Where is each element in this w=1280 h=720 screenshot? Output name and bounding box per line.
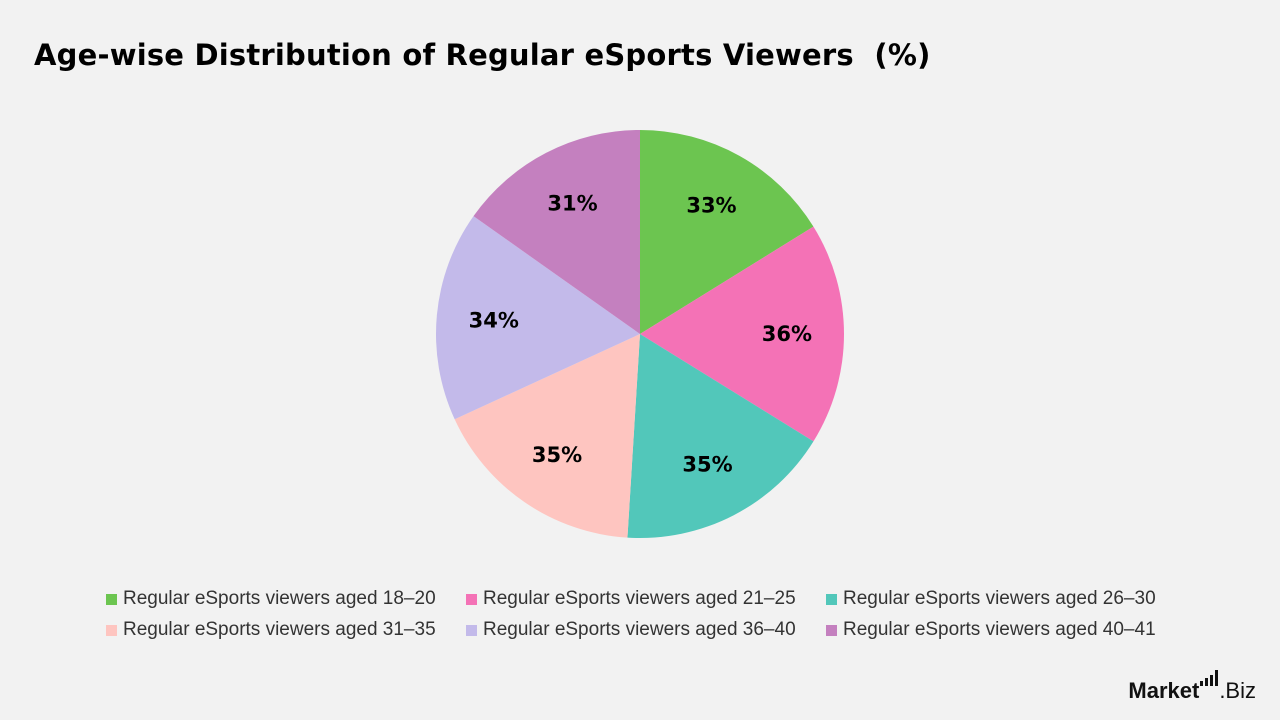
legend-label: Regular eSports viewers aged 26–30 xyxy=(843,588,1156,609)
slice-data-label: 31% xyxy=(547,192,597,216)
legend-item: Regular eSports viewers aged 26–30 xyxy=(826,588,1186,610)
slice-data-label: 35% xyxy=(532,443,582,467)
chart-legend: Regular eSports viewers aged 18–20 Regula… xyxy=(106,588,1206,641)
legend-item: Regular eSports viewers aged 40–41 xyxy=(826,619,1186,641)
brand-logo: Market .Biz xyxy=(1128,670,1256,704)
pie-slice xyxy=(640,130,814,334)
legend-label: Regular eSports viewers aged 36–40 xyxy=(483,619,796,640)
legend-item: Regular eSports viewers aged 18–20 xyxy=(106,588,466,610)
legend-swatch xyxy=(106,593,117,605)
legend-item: Regular eSports viewers aged 31–35 xyxy=(106,619,466,641)
logo-bars-icon xyxy=(1200,670,1219,686)
legend-swatch xyxy=(466,624,477,636)
legend-label: Regular eSports viewers aged 31–35 xyxy=(123,619,436,640)
logo-text-market: Market xyxy=(1128,678,1200,703)
logo-text-biz: .Biz xyxy=(1219,678,1256,703)
slice-data-label: 33% xyxy=(686,194,736,218)
pie-slice xyxy=(640,226,844,442)
slice-data-label: 35% xyxy=(682,452,732,476)
legend-item: Regular eSports viewers aged 21–25 xyxy=(466,588,826,610)
legend-swatch xyxy=(826,593,837,605)
pie-slice xyxy=(473,130,640,334)
pie-slice xyxy=(627,334,814,538)
slice-data-label: 34% xyxy=(469,308,519,332)
legend-swatch xyxy=(106,624,117,636)
legend-item: Regular eSports viewers aged 36–40 xyxy=(466,619,826,641)
legend-label: Regular eSports viewers aged 21–25 xyxy=(483,588,796,609)
pie-slice xyxy=(435,216,640,420)
legend-swatch xyxy=(826,624,837,636)
legend-label: Regular eSports viewers aged 40–41 xyxy=(843,619,1156,640)
legend-swatch xyxy=(466,593,477,605)
legend-label: Regular eSports viewers aged 18–20 xyxy=(123,588,436,609)
slice-data-label: 36% xyxy=(762,322,812,346)
pie-slice xyxy=(454,334,640,538)
chart-title: Age-wise Distribution of Regular eSports… xyxy=(34,38,931,72)
